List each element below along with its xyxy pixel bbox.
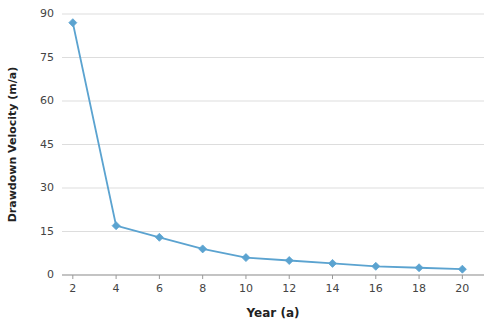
grid-line — [62, 188, 484, 189]
chart-svg: 0 15 30 45 60 75 90 2 4 6 8 10 12 14 16 18 20 Year (a) Dra… — [0, 0, 500, 327]
y-tick-label: 60 — [40, 94, 54, 107]
x-tick-label: 8 — [199, 282, 206, 295]
page: {"chart_data": {"type": "line", "x": [2,… — [0, 0, 500, 327]
x-tick — [159, 275, 160, 279]
x-tick-label: 4 — [113, 282, 120, 295]
y-tick-label: 15 — [40, 225, 54, 238]
y-axis: 0 15 30 45 60 75 90 — [40, 7, 484, 281]
x-tick — [332, 275, 333, 279]
x-tick-label: 16 — [369, 282, 383, 295]
marker — [242, 254, 250, 262]
marker — [112, 222, 120, 230]
marker — [415, 264, 423, 272]
x-tick — [289, 275, 290, 279]
x-tick — [202, 275, 203, 279]
x-tick-label: 6 — [156, 282, 163, 295]
series — [69, 19, 467, 274]
marker — [372, 262, 380, 270]
x-tick-label: 12 — [282, 282, 296, 295]
x-tick-label: 14 — [326, 282, 340, 295]
x-tick — [116, 275, 117, 279]
chart-container: 0 15 30 45 60 75 90 2 4 6 8 10 12 14 16 18 20 Year (a) Dra… — [0, 0, 500, 327]
y-tick-label: 0 — [47, 268, 54, 281]
x-tick — [245, 275, 246, 279]
x-tick-label: 2 — [69, 282, 76, 295]
x-tick — [375, 275, 376, 279]
y-tick-label: 30 — [40, 181, 54, 194]
marker — [199, 245, 207, 253]
marker — [155, 233, 163, 241]
y-tick-label: 45 — [40, 138, 54, 151]
grid-line — [62, 275, 484, 276]
x-axis-line — [62, 275, 484, 276]
x-tick — [419, 275, 420, 279]
marker — [458, 265, 466, 273]
line — [73, 23, 463, 270]
x-tick-label: 18 — [412, 282, 426, 295]
y-tick-label: 90 — [40, 7, 54, 20]
marker — [285, 257, 293, 265]
marker — [69, 19, 77, 27]
grid-line — [62, 14, 484, 15]
grid-line — [62, 57, 484, 58]
x-axis: 2 4 6 8 10 12 14 16 18 20 — [62, 275, 484, 295]
background — [0, 0, 500, 327]
y-tick-label: 75 — [40, 51, 54, 64]
x-tick-label: 20 — [455, 282, 469, 295]
x-tick-label: 10 — [239, 282, 253, 295]
x-axis-label: Year (a) — [246, 306, 300, 320]
grid-line — [62, 231, 484, 232]
grid-line — [62, 101, 484, 102]
y-axis-label: Drawdown Velocity (m/a) — [6, 67, 19, 223]
x-tick — [72, 275, 73, 279]
marker — [329, 259, 337, 267]
grid-line — [62, 144, 484, 145]
x-tick — [462, 275, 463, 279]
